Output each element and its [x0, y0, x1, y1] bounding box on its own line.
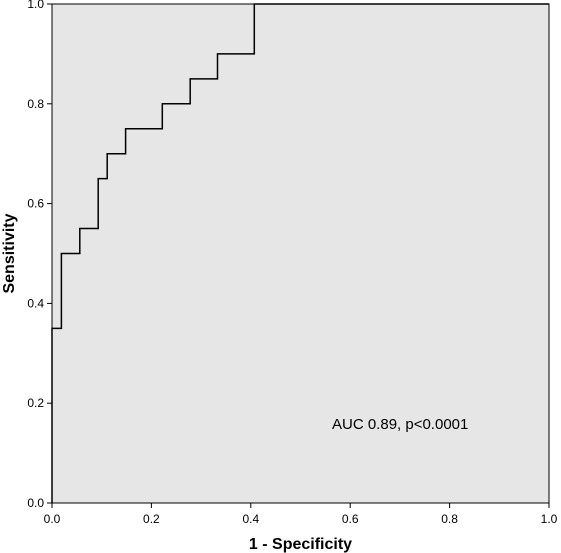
x-tick-label: 0.4	[242, 512, 259, 526]
y-tick-label: 0.2	[27, 396, 44, 410]
y-tick-label: 0.6	[27, 197, 44, 211]
y-tick-label: 0.4	[27, 296, 44, 310]
plot-area	[51, 3, 550, 504]
x-tick-label: 1.0	[541, 512, 558, 526]
y-tick-label: 1.0	[27, 0, 44, 11]
x-tick-label: 0.0	[44, 512, 61, 526]
y-tick-label: 0.8	[27, 97, 44, 111]
roc-curve	[51, 3, 549, 503]
x-tick-label: 0.2	[143, 512, 160, 526]
axis-ticks: 0.0 0.2 0.4 0.6 0.8 1.0 0.0 0.2 0.4 0.6 0.8 1.0	[27, 0, 557, 526]
auc-annotation: AUC 0.89, p<0.0001	[332, 416, 468, 433]
y-axis-title: Sensitivity	[1, 213, 18, 293]
x-tick-label: 0.8	[441, 512, 458, 526]
x-tick-label: 0.6	[342, 512, 359, 526]
y-tick-label: 0.0	[27, 496, 44, 510]
x-axis-title: 1 - Specificity	[249, 536, 352, 553]
